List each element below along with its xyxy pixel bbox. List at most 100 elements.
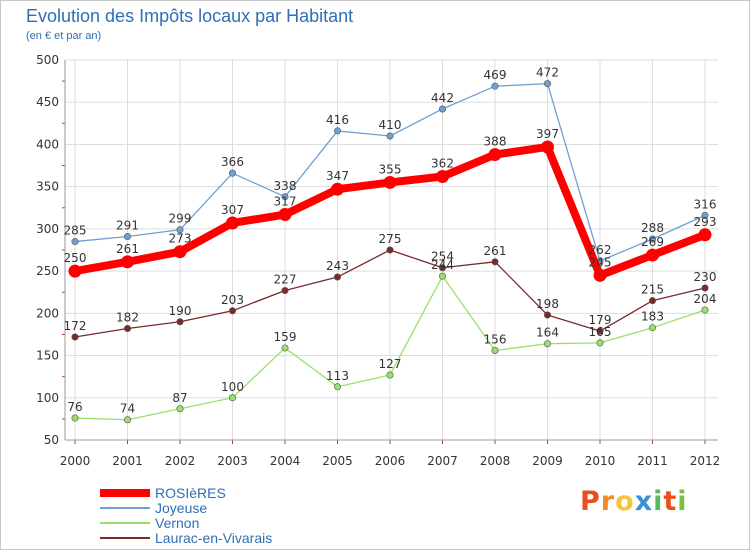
y-tick-label: 250 (36, 264, 59, 278)
logo-letter: o (615, 486, 635, 517)
x-tick-label: 2010 (585, 454, 616, 468)
data-point (438, 264, 446, 272)
data-label: 244 (431, 258, 454, 272)
data-labels: 76 74 87 100 159 113 127 244 156 164 165 183 204 172 1… (64, 66, 717, 416)
data-point (701, 306, 709, 314)
logo-letter: x (634, 486, 654, 517)
x-tick-label: 2008 (480, 454, 511, 468)
data-label: 100 (221, 380, 244, 394)
y-tick-label: 400 (36, 137, 59, 151)
data-point (229, 394, 237, 402)
data-label: 230 (694, 270, 717, 284)
data-point (71, 333, 79, 341)
data-label: 254 (431, 250, 454, 264)
data-point (648, 297, 656, 305)
data-label: 293 (694, 215, 717, 229)
data-point (281, 344, 289, 352)
data-point (648, 324, 656, 332)
data-label: 127 (379, 357, 402, 371)
y-tick-label: 150 (36, 349, 59, 363)
data-point (701, 284, 709, 292)
x-tick-label: 2012 (690, 454, 721, 468)
x-tick-label: 2006 (375, 454, 406, 468)
data-label: 285 (64, 224, 87, 238)
chart-subtitle: (en € et par an) (26, 30, 101, 42)
y-tick-label: 500 (36, 53, 59, 67)
data-label: 172 (64, 319, 87, 333)
data-point (331, 182, 344, 196)
y-tick-label: 100 (36, 391, 59, 405)
data-point (121, 255, 134, 269)
data-label: 362 (431, 157, 454, 171)
data-label: 243 (326, 259, 349, 273)
data-label: 87 (172, 391, 187, 405)
data-point (386, 371, 394, 379)
y-tick-label: 50 (44, 433, 59, 447)
data-point (491, 346, 499, 354)
data-label: 156 (484, 332, 507, 346)
data-point (543, 311, 551, 319)
data-label: 355 (379, 162, 402, 176)
data-label: 291 (116, 218, 139, 232)
data-point (176, 405, 184, 413)
data-point (176, 226, 184, 234)
legend-label: Laurac-en-Vivarais (155, 530, 272, 546)
data-label: 76 (67, 400, 82, 414)
data-label: 347 (326, 169, 349, 183)
y-tick-label: 350 (36, 180, 59, 194)
logo-letter: i (677, 486, 688, 517)
y-tick-label: 200 (36, 306, 59, 320)
data-label: 74 (120, 402, 135, 416)
data-point (71, 238, 79, 246)
data-label: 317 (274, 195, 297, 209)
chart-title: Evolution des Impôts locaux par Habitant (26, 6, 353, 26)
data-label: 299 (169, 212, 192, 226)
y-tick-label: 300 (36, 222, 59, 236)
axes: 50 100 150 200 250 300 350 400 450 500 2000 2001 200… (36, 53, 720, 468)
data-point (541, 140, 554, 154)
data-label: 338 (274, 179, 297, 193)
data-label: 227 (274, 273, 297, 287)
x-tick-label: 2005 (322, 454, 353, 468)
legend-label: ROSIèRES (155, 485, 226, 501)
data-label: 410 (379, 118, 402, 132)
data-label: 275 (379, 232, 402, 246)
data-point (543, 340, 551, 348)
x-tick-label: 2003 (217, 454, 248, 468)
series (68, 80, 712, 424)
data-point (333, 383, 341, 391)
data-point (593, 268, 607, 282)
data-point (71, 414, 79, 422)
data-label: 366 (221, 155, 244, 169)
data-label: 469 (484, 68, 507, 82)
data-point (229, 307, 237, 315)
data-label: 273 (169, 232, 192, 246)
data-point (596, 339, 604, 347)
logo-letter: P (580, 486, 601, 517)
data-label: 215 (641, 283, 664, 297)
data-point (333, 273, 341, 281)
data-point (438, 272, 446, 280)
logo-letter: r (600, 486, 616, 517)
legend-label: Joyeuse (155, 500, 207, 516)
data-point (646, 248, 659, 262)
data-point (383, 175, 397, 189)
x-tick-label: 2004 (270, 454, 301, 468)
data-point (278, 208, 292, 222)
data-point (701, 211, 709, 219)
data-label: 388 (484, 135, 507, 149)
data-label: 198 (536, 297, 559, 311)
data-label: 250 (64, 251, 87, 265)
data-point (124, 416, 132, 424)
data-point (281, 287, 289, 295)
data-label: 261 (484, 244, 507, 258)
x-tick-label: 2011 (637, 454, 668, 468)
data-label: 288 (641, 221, 664, 235)
data-point (124, 232, 132, 240)
data-point (281, 193, 289, 201)
data-point (176, 318, 184, 326)
data-point (226, 216, 239, 230)
x-tick-label: 2009 (532, 454, 563, 468)
